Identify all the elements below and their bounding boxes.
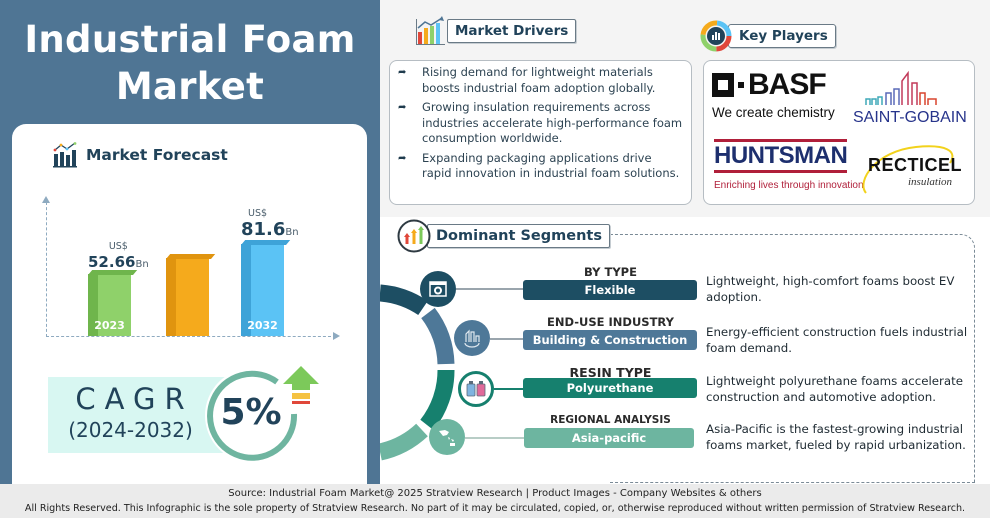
building-gear-icon [454,320,490,356]
segment-category: RESIN TYPE [569,365,652,380]
colorful-bar-chart-icon [416,16,445,45]
dashed-border-bottom [610,482,975,483]
bar-2032: 2032 [241,240,291,336]
segment-description: Lightweight, high-comfort foams boost EV… [706,274,955,304]
y-axis [42,196,50,337]
cagr-value: 5% [220,392,282,433]
dashed-border [575,234,975,482]
logo-recticel: RECTICEL insulation [856,141,966,197]
bar-label-2032: US$ 81.6Bn [241,208,299,240]
footer-source: Source: Industrial Foam Market@ 2025 Str… [228,488,762,499]
logo-huntsman: HUNTSMAN Enriching lives through innovat… [714,139,864,191]
segment-category: REGIONAL ANALYSIS [550,414,671,426]
segment-description: Energy-efficient construction fuels indu… [706,325,968,355]
driver-item: ➦ Growing insulation requirements across… [398,100,683,145]
market-drivers-header: Market Drivers [415,16,577,46]
x-axis [46,332,340,340]
segment-value-asia-pacific: Asia-pacific [524,428,694,448]
bar-chart-trend-icon [53,142,77,168]
market-drivers-card: ➦ Rising demand for lightweight material… [389,60,692,205]
logo-saint-gobain: SAINT-GOBAIN [853,67,967,127]
segment-category: BY TYPE [584,265,637,279]
bullet-arrow-icon: ➦ [398,102,407,113]
market-forecast-header: Market Forecast [52,142,228,168]
dominant-segments-header: Dominant Segments [397,219,610,253]
key-players-card: BASF We create chemistry SAINT-GOBAIN HU… [703,60,975,205]
segment-value-flexible: Flexible [523,280,697,300]
footer: Source: Industrial Foam Market@ 2025 Str… [0,484,990,518]
page-title: Industrial Foam Market [24,18,356,108]
driver-item: ➦ Rising demand for lightweight material… [398,65,656,95]
bar-2023: 2023 [88,270,138,336]
saint-gobain-skyline-icon [865,70,937,105]
pie-chart-icon [700,20,732,52]
footer-rights: All Rights Reserved. This Infographic is… [24,503,966,514]
growth-arrows-icon [397,219,431,253]
gear-window-icon [420,271,456,307]
driver-item: ➦ Expanding packaging applications drive… [398,150,680,181]
chemical-bottles-icon [458,371,494,407]
segment-category: END-USE INDUSTRY [547,315,674,329]
logo-basf: BASF We create chemistry [712,68,835,120]
bar-mid [166,254,216,336]
bar-label-2023: US$ 52.66Bn [88,241,149,271]
bullet-arrow-icon: ➦ [398,152,407,164]
up-arrow-growth-icon [283,366,319,404]
segment-description: Asia-Pacific is the fastest-growing indu… [706,422,966,452]
key-players-header: Key Players [700,20,836,52]
segment-value-polyurethane: Polyurethane [523,378,697,398]
asia-map-icon [429,419,465,455]
segment-value-building: Building & Construction [523,330,697,350]
cagr-background [48,377,228,453]
segment-description: Lightweight polyurethane foams accelerat… [706,374,964,404]
recticel-swoosh-icon [862,145,954,194]
segments-donut-icon [380,284,455,461]
bullet-arrow-icon: ➦ [398,67,407,78]
cagr-label: CAGR (2024-2032) [68,382,194,442]
progress-ring-icon [207,370,298,461]
